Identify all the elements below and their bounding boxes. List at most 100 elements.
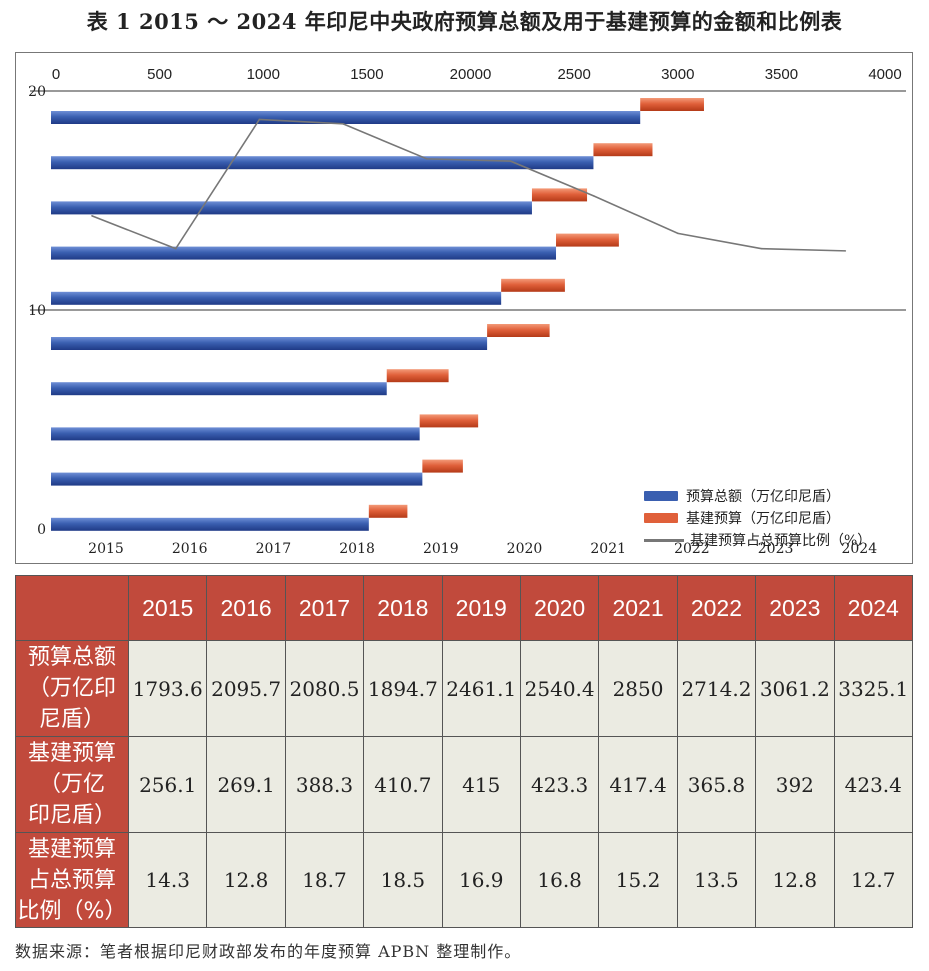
table-cell: 392 <box>755 736 835 833</box>
source-note: 数据来源：笔者根据印尼财政部发布的年度预算 APBN 整理制作。 <box>15 942 522 961</box>
ratio-point-2015 <box>91 215 93 217</box>
table-cell: 365.8 <box>676 736 757 833</box>
x-tick-label: 3000 <box>661 66 694 83</box>
y-tick-label: 20 <box>28 84 46 100</box>
ratio-point-2019 <box>426 158 428 160</box>
table-cell: 15.2 <box>598 832 678 928</box>
table-cell: 2850 <box>598 640 678 737</box>
category-label: 2020 <box>507 541 543 557</box>
bar-total-2021 <box>51 246 557 260</box>
ratio-point-2022 <box>677 232 679 235</box>
table-cell: 2080.5 <box>284 640 365 737</box>
legend-infra: 基建预算（万亿印尼盾） <box>644 507 914 529</box>
table-cell: 13.5 <box>676 832 757 928</box>
bar-infra-2017 <box>419 414 479 428</box>
legend-total: 预算总额（万亿印尼盾） <box>644 485 914 507</box>
category-label: 2015 <box>88 541 124 557</box>
legend-infra-label: 基建预算（万亿印尼盾） <box>686 511 840 527</box>
bar-total-2018 <box>51 382 387 396</box>
table-cell: 415 <box>441 736 521 833</box>
chart-panel: 0 10 20 0 500 1000 1500 20000 2500 3000 3500 4000 20… <box>15 52 913 564</box>
category-label: 2019 <box>423 541 459 557</box>
table-cell: 16.8 <box>519 832 600 928</box>
category-label: 2021 <box>590 541 626 557</box>
year-header: 2015 <box>127 575 208 641</box>
ratio-point-2024 <box>844 250 847 252</box>
table-cell: 410.7 <box>363 736 443 833</box>
year-header: 2022 <box>676 575 757 641</box>
category-label: 2018 <box>339 541 375 557</box>
legend-infra-swatch <box>644 513 678 523</box>
bar-infra-2015 <box>368 504 408 518</box>
y-tick-label: 10 <box>28 303 46 319</box>
table-cell: 16.9 <box>441 832 521 928</box>
table-cell: 18.7 <box>284 832 365 928</box>
ratio-point-2016 <box>174 247 177 250</box>
table-cell: 417.4 <box>598 736 678 833</box>
legend-total-swatch <box>644 491 678 501</box>
year-header: 2017 <box>284 575 365 641</box>
table-cell: 12.8 <box>206 832 286 928</box>
ratio-line <box>91 118 846 252</box>
table-cell: 2714.2 <box>676 640 757 737</box>
x-tick-label: 1000 <box>247 66 280 83</box>
bar-total-2015 <box>51 517 369 531</box>
data-table: 2015 2016 2017 2018 2019 2020 2021 2022 … <box>15 575 914 928</box>
category-label: 2017 <box>256 541 292 557</box>
bar-infra-2023 <box>593 143 653 157</box>
table-cell: 12.7 <box>833 832 914 928</box>
year-header: 2018 <box>363 575 443 641</box>
bar-total-2022 <box>51 201 532 215</box>
table-cell: 2095.7 <box>206 640 286 737</box>
table-cell: 1894.7 <box>363 640 443 737</box>
x-tick-label: 3500 <box>765 66 798 83</box>
x-tick-label: 500 <box>147 66 172 83</box>
table-cell: 423.3 <box>519 736 600 833</box>
table-cell: 256.1 <box>127 736 208 833</box>
row-header: 基建预算 （万亿 印尼盾） <box>15 736 129 833</box>
table-cell: 269.1 <box>206 736 286 833</box>
ratio-point-2023 <box>760 247 763 250</box>
category-label: 2016 <box>172 541 208 557</box>
year-header: 2023 <box>755 575 835 641</box>
legend-ratio: 基建预算占总预算比例（%） <box>644 529 914 551</box>
table-cell: 18.5 <box>363 832 443 928</box>
bar-infra-2021 <box>556 233 619 247</box>
page-title: 表 1 2015 ～ 2024 年印尼中央政府预算总额及用于基建预算的金额和比例… <box>86 9 843 34</box>
chart-legend: 预算总额（万亿印尼盾） 基建预算（万亿印尼盾） 基建预算占总预算比例（%） <box>644 485 914 551</box>
bar-infra-2022 <box>531 188 588 202</box>
x-tick-label: 0 <box>52 66 60 83</box>
x-tick-label: 4000 <box>868 66 901 83</box>
table-cell: 388.3 <box>284 736 365 833</box>
row-header: 基建预算 占总预算 比例（%） <box>15 832 129 928</box>
table-row-total-budget: 预算总额 （万亿印 尼盾） 1793.6 2095.7 2080.5 1894.… <box>15 640 914 737</box>
legend-ratio-swatch <box>644 538 684 542</box>
table-cell: 3325.1 <box>833 640 914 737</box>
bar-infra-2020 <box>501 278 565 292</box>
bar-total-2019 <box>51 337 488 350</box>
table-row-infra-budget: 基建预算 （万亿 印尼盾） 256.1 269.1 388.3 410.7 41… <box>15 736 914 833</box>
y-tick-label: 0 <box>37 522 46 538</box>
bar-infra-2018 <box>386 369 449 383</box>
bar-infra-2016 <box>422 459 463 473</box>
category-label: 2023 <box>758 541 794 557</box>
table-cell: 423.4 <box>833 736 914 833</box>
bar-total-2016 <box>51 472 423 486</box>
table-cell: 3061.2 <box>755 640 835 737</box>
bar-total-2023 <box>51 156 594 170</box>
ratio-point-2018 <box>342 123 344 125</box>
table-row-infra-ratio: 基建预算 占总预算 比例（%） 14.3 12.8 18.7 18.5 16.9… <box>15 832 914 928</box>
table-cell: 2540.4 <box>519 640 600 737</box>
category-label: 2024 <box>841 541 877 557</box>
bar-total-2024 <box>51 111 641 124</box>
table-cell: 12.8 <box>755 832 835 928</box>
x-tick-label: 20000 <box>450 66 492 83</box>
x-tick-label: 2500 <box>557 66 590 83</box>
year-header: 2021 <box>598 575 678 641</box>
table-cell: 1793.6 <box>127 640 208 737</box>
ratio-point-2021 <box>593 195 595 197</box>
table-header-row: 2015 2016 2017 2018 2019 2020 2021 2022 … <box>15 575 914 641</box>
table-cell: 2461.1 <box>441 640 521 737</box>
bar-total-2020 <box>51 291 502 305</box>
ratio-point-2020 <box>509 160 512 162</box>
